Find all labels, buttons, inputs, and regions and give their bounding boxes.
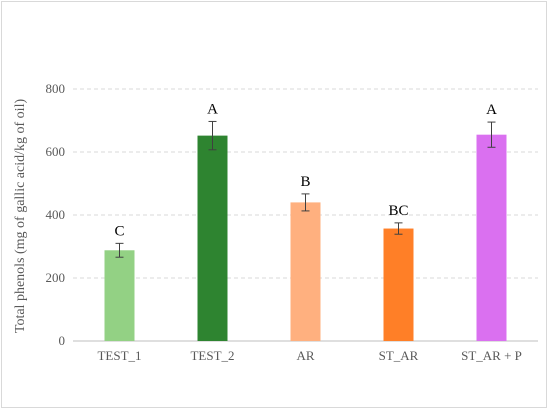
- group-label: A: [486, 102, 497, 118]
- bar: [104, 250, 135, 341]
- bar: [290, 202, 321, 341]
- bar: [383, 228, 414, 341]
- group-label: A: [207, 101, 218, 117]
- x-category-label: TEST_1: [97, 348, 141, 363]
- x-category-label: ST_AR: [379, 348, 419, 363]
- group-label: C: [114, 223, 124, 239]
- group-label: B: [300, 174, 310, 190]
- error-bars: [115, 120, 496, 258]
- y-tick-label: 400: [46, 207, 66, 222]
- y-tick-label: 0: [59, 333, 66, 348]
- y-axis-label: Total phenols (mg of gallic acid/kg of o…: [13, 99, 28, 334]
- y-tick-label: 600: [46, 144, 66, 159]
- bar: [197, 135, 228, 341]
- x-category-label: AR: [296, 348, 314, 363]
- y-tick-label: 800: [46, 81, 66, 96]
- bar: [476, 134, 507, 341]
- x-category-labels: TEST_1 TEST_2 AR ST_AR ST_AR + P: [97, 348, 521, 363]
- y-tick-label: 200: [46, 270, 66, 285]
- y-tick-labels: 0 200 400 600 800: [46, 81, 66, 348]
- x-category-label: ST_AR + P: [461, 348, 522, 363]
- group-label: BC: [388, 203, 408, 219]
- group-labels: C A B BC A: [114, 101, 497, 239]
- x-category-label: TEST_2: [190, 348, 234, 363]
- bars: [104, 134, 507, 341]
